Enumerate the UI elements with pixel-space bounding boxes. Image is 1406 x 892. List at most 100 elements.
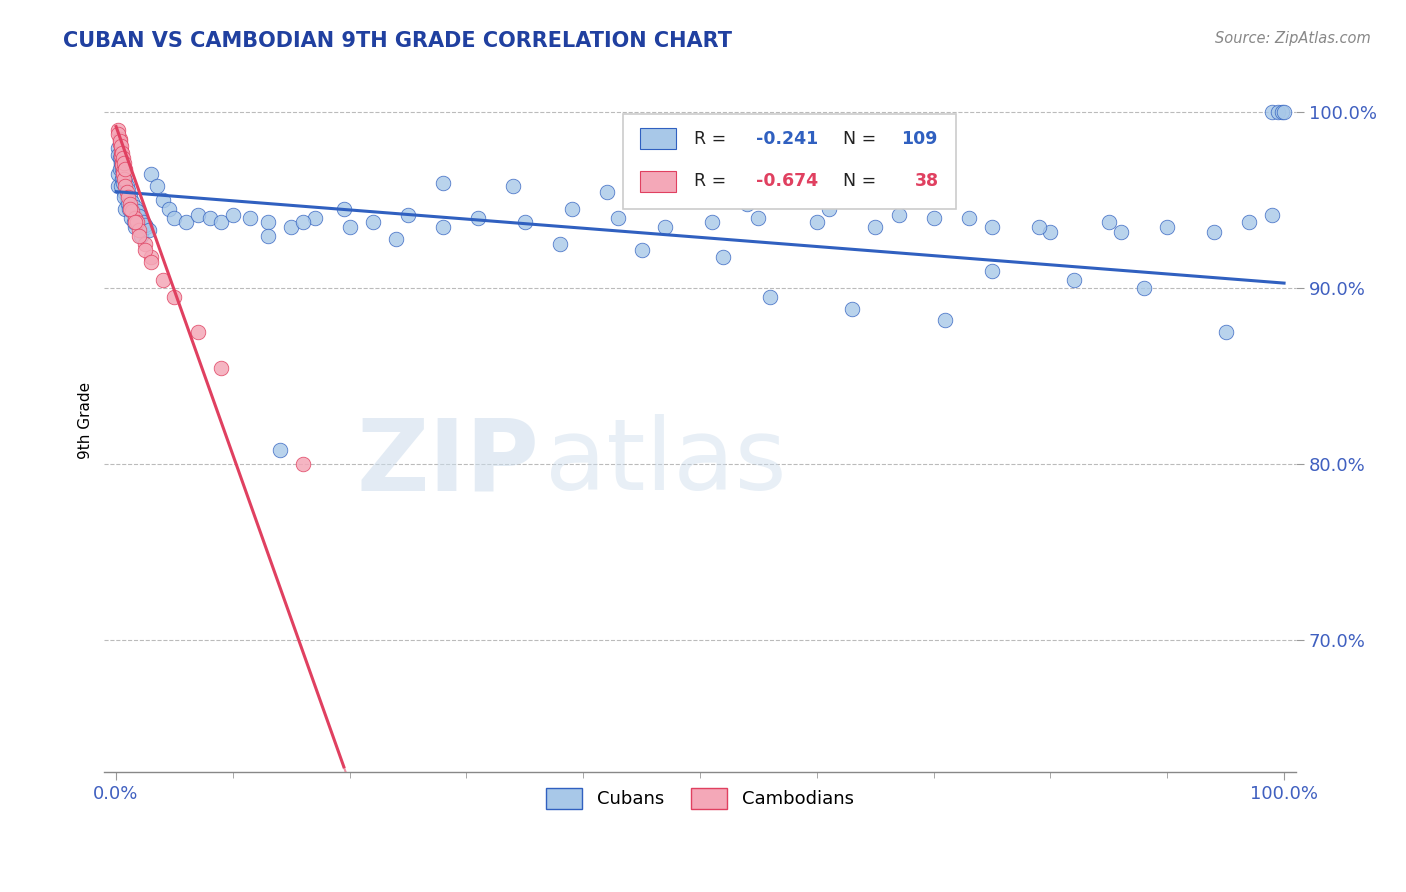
Text: Source: ZipAtlas.com: Source: ZipAtlas.com [1215, 31, 1371, 46]
Text: N =: N = [844, 172, 887, 190]
Point [595, 185, 617, 199]
Point [1028, 219, 1050, 234]
Point [502, 179, 524, 194]
Point [561, 202, 583, 217]
Point [115, 179, 138, 194]
Point [124, 201, 146, 215]
Point [157, 202, 180, 217]
Point [1261, 105, 1284, 120]
Point [806, 214, 828, 228]
Point [138, 223, 160, 237]
Point [120, 190, 142, 204]
Point [139, 167, 162, 181]
Point [339, 219, 361, 234]
Point [121, 204, 143, 219]
Point [865, 219, 887, 234]
Point [187, 207, 209, 221]
Point [817, 202, 839, 217]
Point [111, 145, 134, 160]
Text: 38: 38 [914, 172, 939, 190]
Point [198, 211, 221, 225]
Point [209, 360, 232, 375]
Point [1215, 326, 1237, 340]
Point [1109, 225, 1132, 239]
Point [291, 214, 314, 228]
Text: atlas: atlas [546, 414, 787, 511]
Point [107, 127, 129, 141]
Point [432, 176, 454, 190]
Point [1272, 105, 1295, 120]
Point [981, 264, 1004, 278]
Point [120, 202, 142, 217]
Point [112, 167, 135, 181]
Point [111, 172, 134, 186]
Point [128, 228, 150, 243]
Point [174, 214, 197, 228]
Text: -0.241: -0.241 [756, 130, 818, 148]
Point [128, 209, 150, 223]
FancyBboxPatch shape [641, 170, 676, 192]
Point [124, 211, 146, 225]
Point [432, 219, 454, 234]
Point [152, 272, 174, 286]
Point [112, 163, 135, 178]
Point [112, 185, 135, 199]
Point [114, 174, 136, 188]
Text: ZIP: ZIP [356, 414, 540, 511]
Text: 109: 109 [901, 130, 938, 148]
Point [1271, 105, 1294, 120]
FancyBboxPatch shape [641, 128, 676, 150]
Point [269, 443, 291, 458]
Point [108, 134, 131, 148]
Point [548, 237, 571, 252]
Point [114, 202, 136, 217]
Point [333, 202, 356, 217]
Point [110, 179, 132, 194]
Point [134, 218, 156, 232]
Point [117, 190, 139, 204]
Point [111, 158, 134, 172]
Point [1261, 207, 1284, 221]
Point [120, 197, 142, 211]
Point [361, 214, 384, 228]
Point [112, 170, 135, 185]
Point [467, 211, 489, 225]
Point [111, 172, 134, 186]
Point [887, 207, 910, 221]
Point [112, 151, 135, 165]
Point [700, 214, 723, 228]
Point [108, 151, 131, 165]
Point [747, 211, 769, 225]
Point [108, 132, 131, 146]
Point [209, 214, 232, 228]
Point [1063, 272, 1085, 286]
Point [934, 313, 956, 327]
Point [112, 156, 135, 170]
Point [759, 290, 782, 304]
Point [112, 172, 135, 186]
Point [1237, 214, 1260, 228]
Point [1039, 225, 1062, 239]
Point [139, 255, 162, 269]
Text: -0.674: -0.674 [756, 172, 818, 190]
Point [163, 211, 186, 225]
Point [107, 123, 129, 137]
Point [108, 137, 131, 152]
Point [112, 176, 135, 190]
Point [127, 204, 149, 219]
Text: CUBAN VS CAMBODIAN 9TH GRADE CORRELATION CHART: CUBAN VS CAMBODIAN 9TH GRADE CORRELATION… [63, 31, 733, 51]
Point [112, 190, 135, 204]
Point [110, 144, 132, 158]
Point [1267, 105, 1289, 120]
Text: R =: R = [695, 130, 733, 148]
Point [111, 154, 134, 169]
Point [111, 161, 134, 176]
Point [114, 161, 136, 176]
Point [114, 179, 136, 194]
Y-axis label: 9th Grade: 9th Grade [79, 382, 93, 458]
Point [630, 243, 652, 257]
Text: N =: N = [844, 130, 882, 148]
Point [118, 202, 141, 217]
Point [124, 219, 146, 234]
Point [115, 185, 138, 199]
